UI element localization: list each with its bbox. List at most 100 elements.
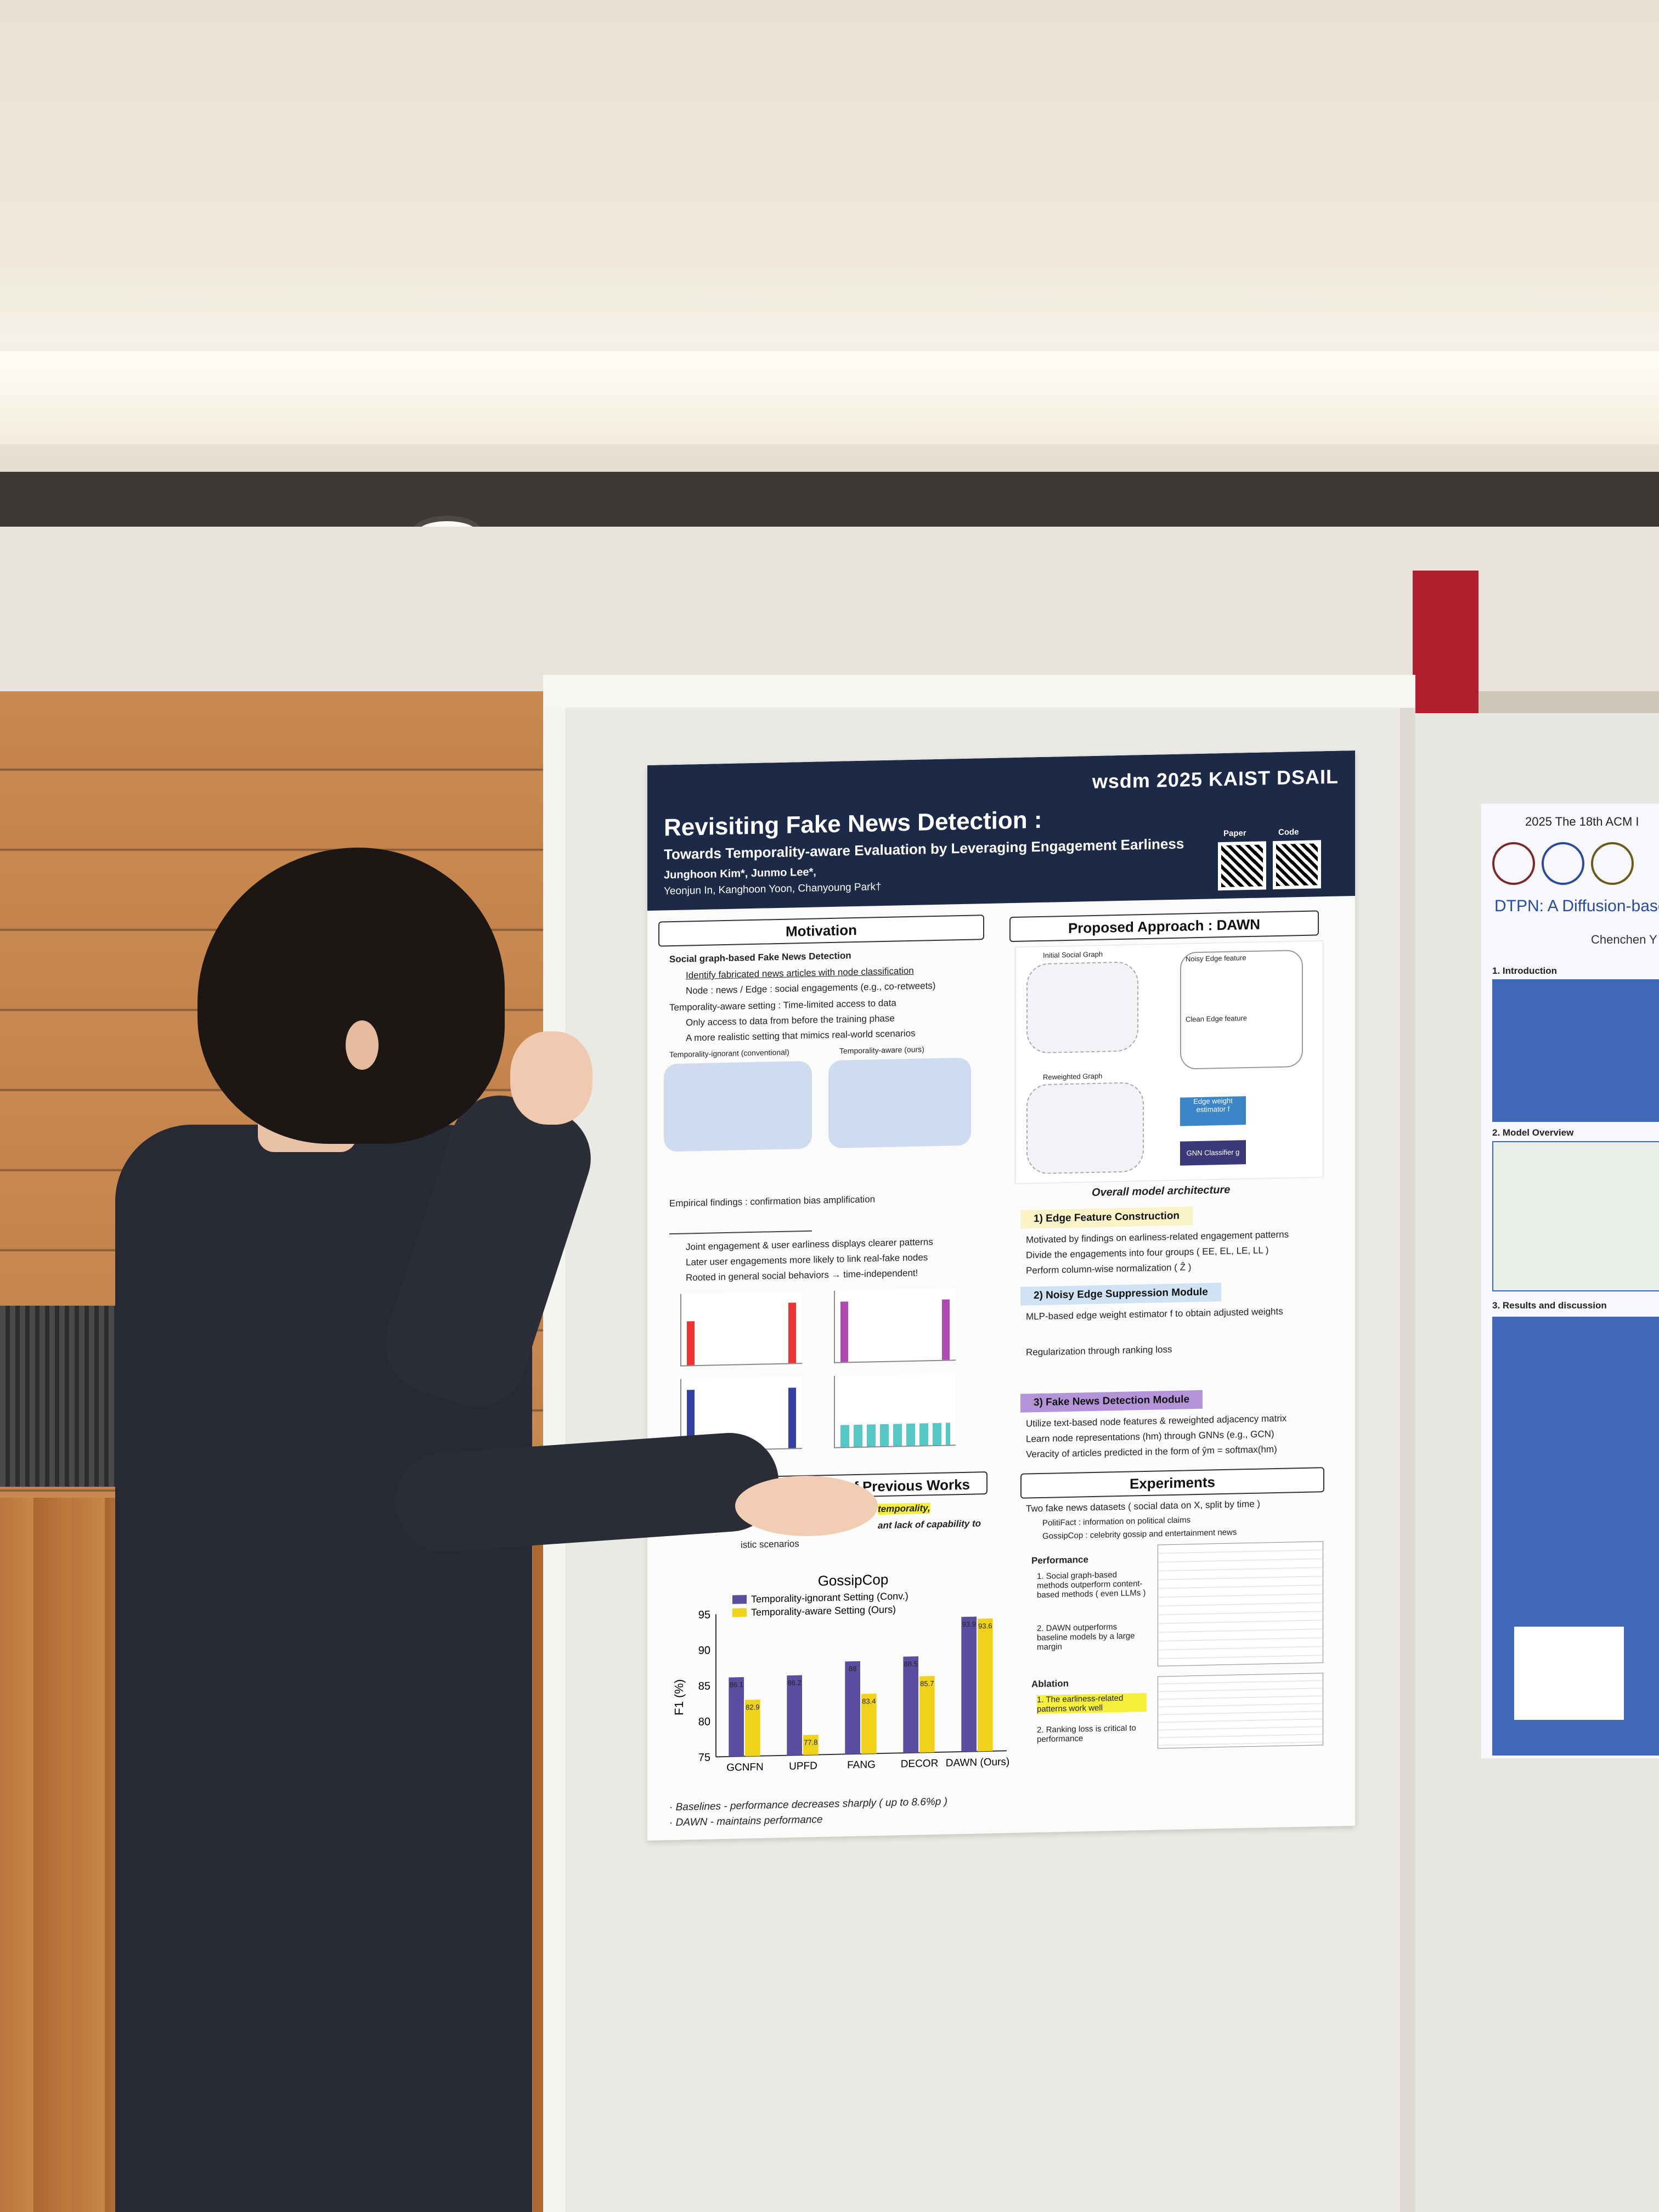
- step2-header: 2) Noisy Edge Suppression Module: [1020, 1283, 1221, 1306]
- ablation-line: 1. The earliness-related patterns work w…: [1037, 1692, 1147, 1714]
- experiments-line: GossipCop : celebrity gossip and enterta…: [1042, 1527, 1237, 1541]
- person-ear: [346, 1020, 379, 1070]
- y-tick-label: 90: [698, 1645, 710, 1657]
- previous-line: istic scenarios: [741, 1538, 799, 1550]
- neighbor-section: 1. Introduction: [1492, 966, 1558, 976]
- neighbor-author: Chenchen Y: [1591, 933, 1657, 946]
- person-hand-pointing: [735, 1476, 878, 1536]
- figure-label-left: Temporality-ignorant (conventional): [669, 1047, 789, 1059]
- edge-weight-estimator: Edge weight estimator f: [1180, 1096, 1246, 1126]
- poster-board-top: [543, 675, 1415, 708]
- bar-value-label: 77.8: [804, 1738, 817, 1747]
- step3-header: 3) Fake News Detection Module: [1020, 1390, 1203, 1413]
- x-tick-label: GCNFN: [726, 1762, 764, 1774]
- x-tick-label: FANG: [847, 1759, 876, 1771]
- fna-formula: [669, 1211, 812, 1235]
- bar-value-label: 82.9: [746, 1703, 759, 1712]
- bar-value-label: 86.1: [730, 1680, 743, 1689]
- poster-header: wsdm 2025 KAIST DSAIL Revisiting Fake Ne…: [647, 750, 1355, 911]
- bar-value-label: 85.7: [920, 1679, 934, 1688]
- bar-value-label: 86.2: [788, 1679, 802, 1688]
- research-poster: wsdm 2025 KAIST DSAIL Revisiting Fake Ne…: [647, 750, 1355, 1841]
- graph-figure-conventional: [664, 1060, 812, 1152]
- bar: [745, 1699, 760, 1757]
- performance-label: Performance: [1031, 1554, 1088, 1566]
- motivation-header: Motivation: [658, 915, 984, 947]
- bar-value-label: 93.6: [978, 1622, 992, 1630]
- university-seal-icon: [1492, 842, 1535, 885]
- gnn-classifier: GNN Classifier g: [1180, 1140, 1246, 1166]
- y-tick-label: 75: [698, 1752, 710, 1764]
- neighbor-section: 2. Model Overview: [1492, 1127, 1574, 1138]
- x-tick-label: DAWN (Ours): [946, 1756, 1009, 1769]
- architecture-figure: Initial Social Graph Noisy Edge feature …: [1015, 940, 1323, 1184]
- legend-label: Temporality-ignorant Setting (Conv.): [751, 1590, 909, 1605]
- neighbor-poster: 2025 The 18th ACM I DTPN: A Diffusion-ba…: [1481, 804, 1659, 1758]
- person-hand-on-board: [510, 1031, 592, 1125]
- university-seal-icon: [1542, 842, 1584, 885]
- step3-line: Learn node representations (hm) through …: [1026, 1429, 1274, 1444]
- qr-code-label: Code: [1278, 827, 1299, 837]
- neighbor-title: DTPN: A Diffusion-based: [1494, 897, 1659, 915]
- experiments-line: PolitiFact : information on political cl…: [1042, 1515, 1191, 1528]
- neighbor-plot: [1514, 1627, 1624, 1720]
- architecture-caption: Overall model architecture: [1092, 1183, 1231, 1199]
- poster-authors: Junghoon Kim*, Junmo Lee*,: [664, 866, 816, 882]
- edge-feature-box: [1180, 949, 1303, 1070]
- poster-title: Revisiting Fake News Detection :: [664, 806, 1042, 842]
- qr-code-icon: [1218, 841, 1266, 891]
- previous-line: ant lack of capability to: [878, 1518, 981, 1531]
- approach-header: Proposed Approach : DAWN: [1009, 910, 1319, 943]
- step3-line: Veracity of articles predicted in the fo…: [1026, 1443, 1277, 1460]
- note-line: · DAWN - maintains performance: [669, 1814, 823, 1829]
- motivation-line: Identify fabricated news articles with n…: [686, 965, 914, 981]
- bar: [803, 1735, 819, 1756]
- motivation-line: Node : news / Edge : social engagements …: [686, 980, 936, 996]
- red-column: [1413, 571, 1479, 713]
- bar: [903, 1656, 919, 1753]
- bar-value-label: 83.4: [862, 1697, 876, 1706]
- step2-line: Regularization through ranking loss: [1026, 1344, 1172, 1358]
- step2-line: MLP-based edge weight estimator f to obt…: [1026, 1306, 1283, 1322]
- poster-logos: wsdm 2025 KAIST DSAIL: [1092, 765, 1339, 793]
- y-tick-label: 85: [698, 1680, 710, 1692]
- motivation-line: A more realistic setting that mimics rea…: [686, 1028, 916, 1043]
- experiments-line: Two fake news datasets ( social data on …: [1026, 1498, 1261, 1514]
- performance-line: 1. Social graph-based methods outperform…: [1037, 1570, 1146, 1600]
- neighbor-section: 3. Results and discussion: [1492, 1300, 1607, 1311]
- motivation-line: Only access to data from before the trai…: [686, 1013, 895, 1028]
- ratio-chart: [834, 1288, 956, 1363]
- person-hair: [198, 848, 505, 1144]
- poster-authors-2: Yeonjun In, Kanghoon Yoon, Chanyoung Par…: [664, 881, 882, 898]
- ablation-line: 2. Ranking loss is critical to performan…: [1037, 1723, 1136, 1745]
- neighbor-model-figure: [1492, 1141, 1659, 1291]
- bar: [787, 1675, 803, 1756]
- step3-line: Utilize text-based node features & rewei…: [1026, 1413, 1287, 1429]
- radiator: [0, 1306, 132, 1487]
- arch-label: Reweighted Graph: [1043, 1071, 1103, 1081]
- y-tick-label: 95: [698, 1609, 710, 1621]
- experiments-header: Experiments: [1020, 1467, 1324, 1499]
- bar: [978, 1618, 993, 1752]
- neighbor-conference: 2025 The 18th ACM I: [1525, 815, 1639, 828]
- note-line: · Baselines - performance decreases shar…: [669, 1796, 947, 1814]
- step1-line: Motivated by findings on earliness-relat…: [1026, 1229, 1289, 1245]
- gossipcop-bar-chart: GossipCop F1 (%) 75 80 85 90 95 86.1 82.9 GCNFN…: [672, 1571, 1009, 1774]
- step1-line: Divide the engagements into four groups …: [1026, 1245, 1269, 1261]
- legend-label: Temporality-aware Setting (Ours): [751, 1604, 896, 1618]
- bar: [861, 1694, 877, 1754]
- bar: [961, 1616, 977, 1752]
- neighbor-intro-block: [1492, 979, 1659, 1122]
- qr-code-icon: [1273, 840, 1321, 890]
- bar: [729, 1677, 744, 1757]
- qr-paper-label: Paper: [1223, 828, 1246, 839]
- wall-upper: [0, 527, 1659, 691]
- figure-label-right: Temporality-aware (ours): [839, 1045, 924, 1056]
- finding-line: Later user engagements more likely to li…: [686, 1252, 928, 1268]
- bar-value-label: 88: [849, 1664, 856, 1673]
- ceiling-light-strip: [0, 351, 1659, 444]
- motivation-line: Social graph-based Fake News Detection: [669, 950, 851, 965]
- chart-ylabel: F1 (%): [672, 1679, 686, 1716]
- bar: [919, 1675, 935, 1753]
- step1-header: 1) Edge Feature Construction: [1020, 1206, 1193, 1229]
